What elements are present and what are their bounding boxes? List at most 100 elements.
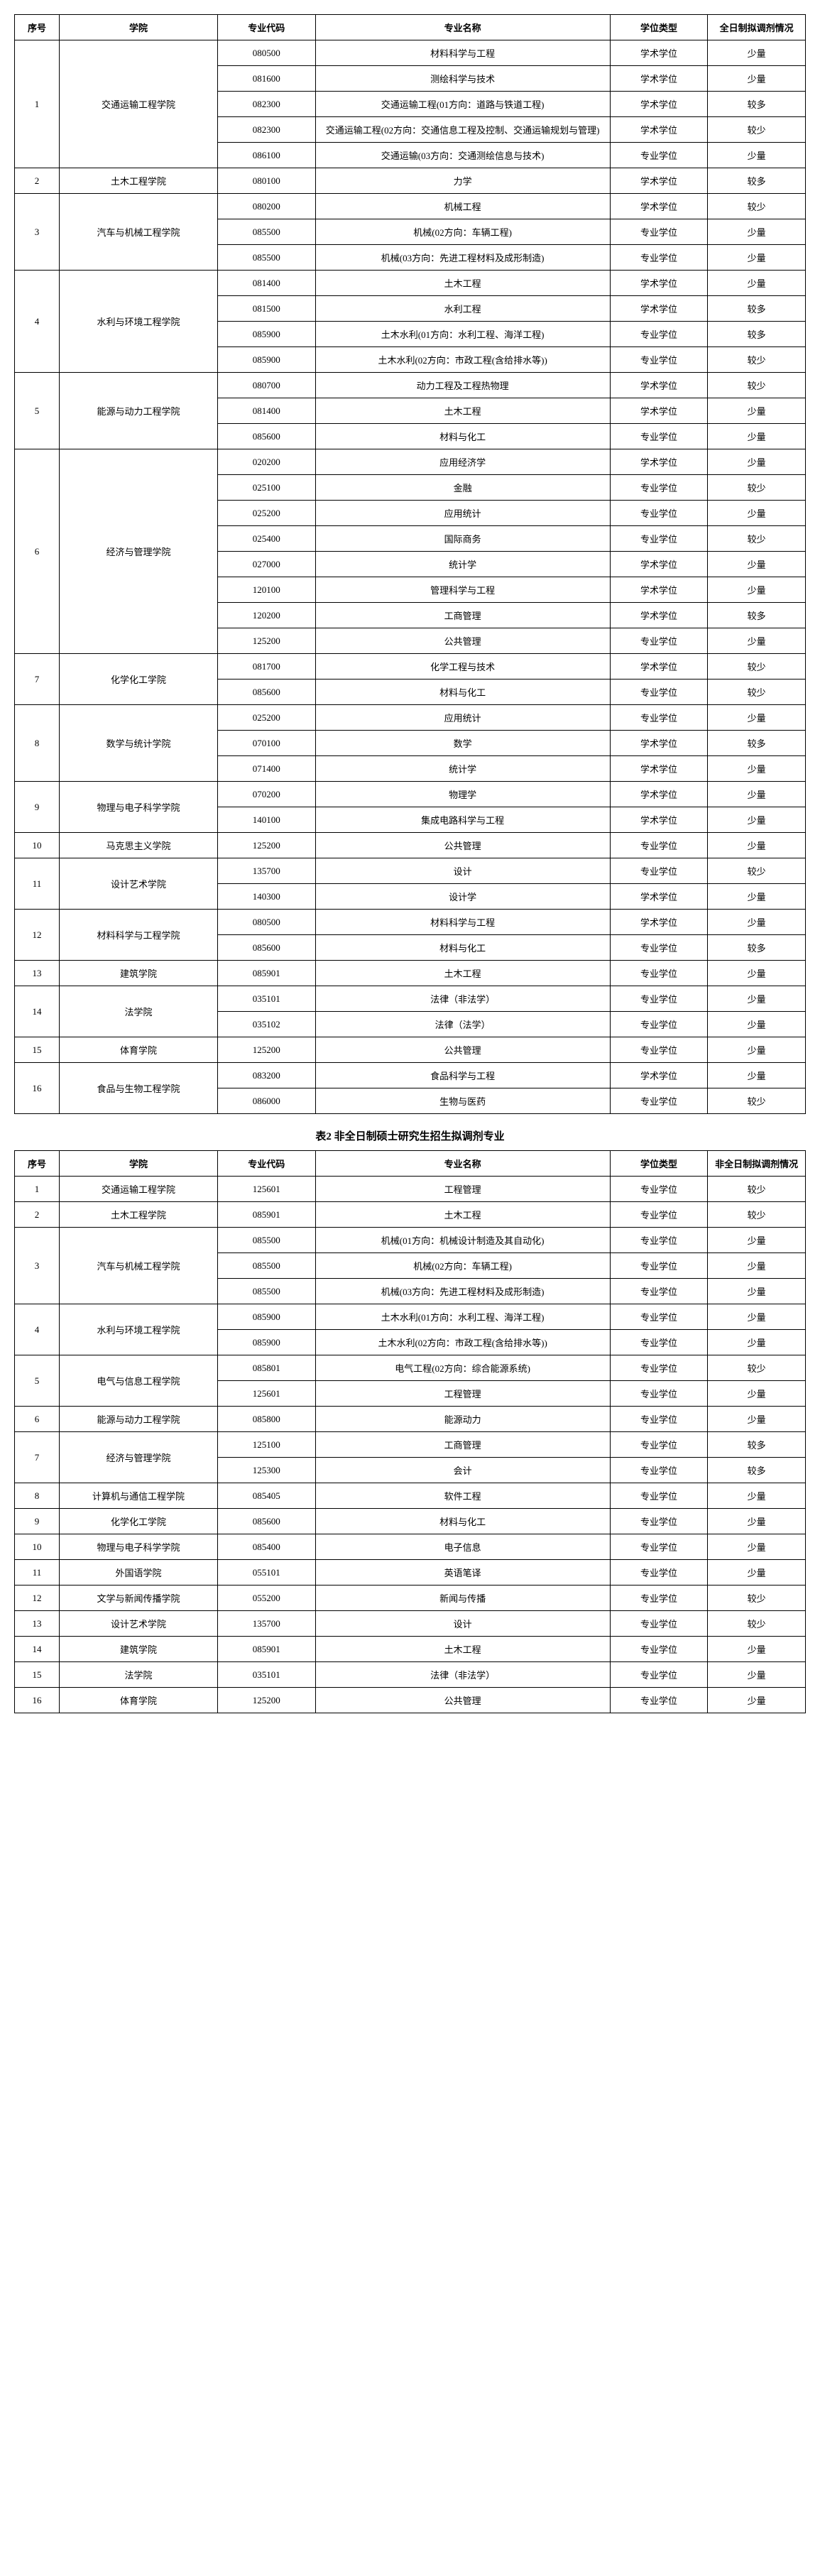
cell-status: 少量 [708,1662,806,1688]
cell-status: 少量 [708,807,806,833]
cell-seq: 10 [15,1534,60,1560]
cell-seq: 7 [15,1432,60,1483]
cell-status: 少量 [708,910,806,935]
cell-status: 少量 [708,1534,806,1560]
cell-type: 学术学位 [610,449,708,475]
cell-name: 机械(02方向：车辆工程) [315,219,610,245]
cell-type: 专业学位 [610,1637,708,1662]
cell-name: 机械工程 [315,194,610,219]
cell-type: 专业学位 [610,986,708,1012]
cell-seq: 3 [15,1228,60,1304]
cell-seq: 16 [15,1063,60,1114]
table-row: 10马克思主义学院125200公共管理专业学位少量 [15,833,806,858]
cell-status: 少量 [708,1037,806,1063]
table-row: 11设计艺术学院135700设计专业学位较少 [15,858,806,884]
cell-name: 物理学 [315,782,610,807]
cell-code: 025200 [217,705,315,731]
cell-status: 少量 [708,628,806,654]
cell-code: 125200 [217,1688,315,1713]
cell-name: 新闻与传播 [315,1586,610,1611]
cell-code: 135700 [217,1611,315,1637]
table-header-row: 序号 学院 专业代码 专业名称 学位类型 全日制拟调剂情况 [15,15,806,40]
cell-seq: 12 [15,910,60,961]
cell-type: 专业学位 [610,833,708,858]
cell-seq: 14 [15,986,60,1037]
cell-name: 设计 [315,858,610,884]
cell-status: 少量 [708,1012,806,1037]
cell-type: 学术学位 [610,731,708,756]
header-name: 专业名称 [315,1151,610,1177]
header-seq: 序号 [15,1151,60,1177]
cell-status: 少量 [708,705,806,731]
cell-type: 学术学位 [610,40,708,66]
cell-status: 较少 [708,1611,806,1637]
cell-code: 085901 [217,1637,315,1662]
cell-seq: 5 [15,1355,60,1407]
cell-status: 少量 [708,501,806,526]
cell-type: 专业学位 [610,1432,708,1458]
cell-code: 140100 [217,807,315,833]
cell-name: 土木工程 [315,1637,610,1662]
table-row: 13设计艺术学院135700设计专业学位较少 [15,1611,806,1637]
cell-name: 动力工程及工程热物理 [315,373,610,398]
header-code: 专业代码 [217,15,315,40]
cell-name: 水利工程 [315,296,610,322]
cell-school: 经济与管理学院 [59,449,217,654]
table-row: 1交通运输工程学院125601工程管理专业学位较少 [15,1177,806,1202]
cell-code: 020200 [217,449,315,475]
cell-type: 专业学位 [610,1279,708,1304]
cell-code: 125200 [217,833,315,858]
cell-school: 计算机与通信工程学院 [59,1483,217,1509]
cell-school: 材料科学与工程学院 [59,910,217,961]
cell-type: 学术学位 [610,782,708,807]
cell-type: 专业学位 [610,1560,708,1586]
cell-type: 专业学位 [610,526,708,552]
header-type: 学位类型 [610,1151,708,1177]
cell-status: 较少 [708,373,806,398]
cell-code: 025400 [217,526,315,552]
cell-type: 专业学位 [610,219,708,245]
cell-code: 055101 [217,1560,315,1586]
cell-seq: 8 [15,1483,60,1509]
cell-type: 专业学位 [610,1012,708,1037]
cell-type: 专业学位 [610,1177,708,1202]
cell-code: 082300 [217,92,315,117]
cell-name: 土木水利(01方向：水利工程、海洋工程) [315,1304,610,1330]
cell-code: 085405 [217,1483,315,1509]
cell-status: 较多 [708,322,806,347]
cell-status: 较多 [708,603,806,628]
cell-type: 专业学位 [610,1688,708,1713]
cell-name: 应用统计 [315,705,610,731]
cell-type: 学术学位 [610,603,708,628]
table-row: 10物理与电子科学学院085400电子信息专业学位少量 [15,1534,806,1560]
cell-status: 较少 [708,1202,806,1228]
cell-type: 学术学位 [610,296,708,322]
cell-name: 电气工程(02方向：综合能源系统) [315,1355,610,1381]
cell-code: 085400 [217,1534,315,1560]
header-school: 学院 [59,1151,217,1177]
cell-code: 027000 [217,552,315,577]
cell-seq: 15 [15,1037,60,1063]
cell-school: 交通运输工程学院 [59,1177,217,1202]
cell-status: 较少 [708,194,806,219]
cell-status: 少量 [708,756,806,782]
table-row: 13建筑学院085901土木工程专业学位少量 [15,961,806,986]
cell-name: 设计学 [315,884,610,910]
cell-type: 专业学位 [610,961,708,986]
cell-status: 较多 [708,168,806,194]
header-type: 学位类型 [610,15,708,40]
cell-school: 电气与信息工程学院 [59,1355,217,1407]
cell-status: 少量 [708,245,806,271]
cell-seq: 5 [15,373,60,449]
cell-type: 专业学位 [610,1458,708,1483]
cell-school: 法学院 [59,986,217,1037]
cell-status: 较少 [708,1355,806,1381]
cell-status: 少量 [708,1407,806,1432]
table-row: 8计算机与通信工程学院085405软件工程专业学位少量 [15,1483,806,1509]
cell-code: 085600 [217,680,315,705]
cell-school: 土木工程学院 [59,168,217,194]
cell-status: 少量 [708,66,806,92]
cell-code: 025200 [217,501,315,526]
cell-status: 少量 [708,1637,806,1662]
cell-seq: 13 [15,961,60,986]
